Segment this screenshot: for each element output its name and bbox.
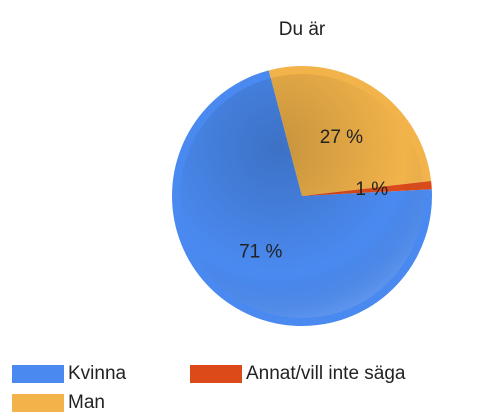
legend-label: Kvinna [68,363,127,384]
value-label: 27 % [320,127,363,148]
value-label: 71 % [239,242,282,263]
legend-swatch [12,365,64,383]
value-label: 1 % [355,179,388,200]
legend-label: Man [68,392,105,413]
chart-title: Du är [279,19,326,40]
legend-swatch [190,365,242,383]
legend-label: Annat/vill inte säga [246,363,406,384]
legend-swatch [12,394,64,412]
